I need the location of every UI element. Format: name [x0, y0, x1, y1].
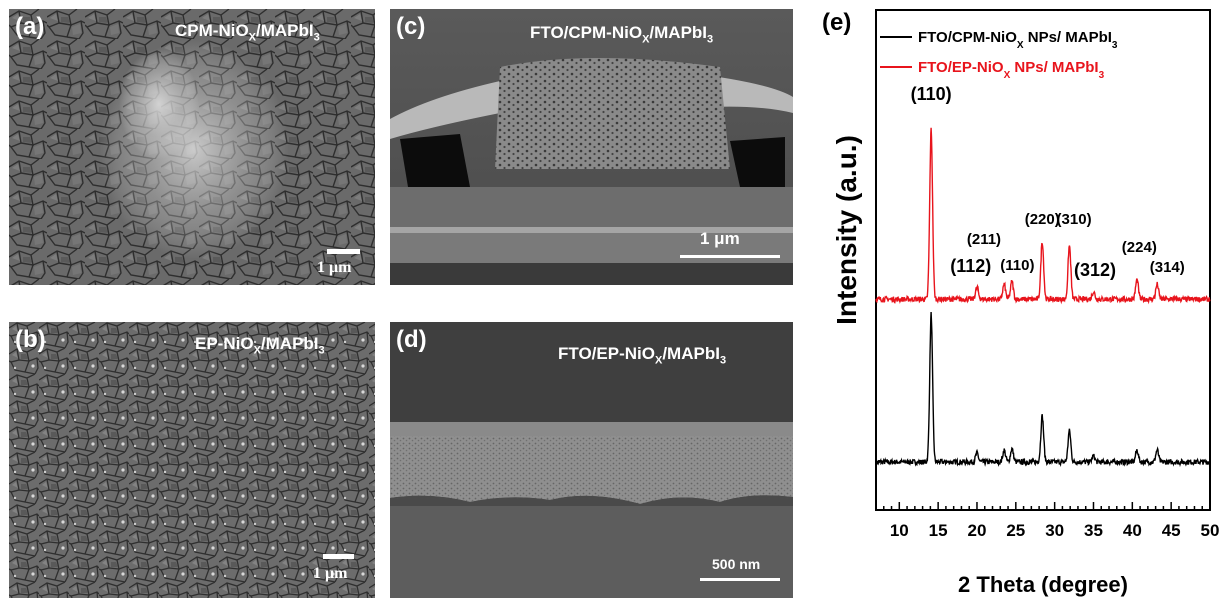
x-axis-label: 2 Theta (degree) — [958, 572, 1128, 597]
scale-label-b: 1 μm — [313, 565, 348, 582]
panel-label-d: (d) — [396, 326, 427, 353]
sem-panel-b: (b) EP-NiOX/MAPbI3 1 μm — [9, 322, 375, 598]
sem-image-c — [390, 9, 793, 285]
legend-label: FTO/EP-NiOX NPs/ MAPbI3 — [918, 59, 1105, 81]
peak-annotation: (224) — [1122, 239, 1157, 256]
peak-annotation: (312) — [1074, 260, 1116, 280]
y-axis-label: Intensity (a.u.) — [831, 135, 862, 325]
series-line-cpm — [875, 311, 1211, 468]
panel-title-b: EP-NiOX/MAPbI3 — [195, 334, 325, 357]
panel-title-c: FTO/CPM-NiOX/MAPbI3 — [530, 23, 714, 46]
sem-image-d — [390, 322, 793, 598]
scale-label-a: 1 μm — [317, 259, 352, 276]
panel-title-d: FTO/EP-NiOX/MAPbI3 — [558, 344, 727, 367]
peak-annotation: (314) — [1150, 259, 1185, 276]
scale-bar-d — [700, 578, 780, 581]
xrd-chart: (e) 10 15 20 25 30 35 40 45 50 2 Theta (degree) Int… — [822, 9, 1220, 597]
panel-label-c: (c) — [396, 13, 426, 40]
x-tick-label: 40 — [1123, 521, 1142, 540]
scale-bar-c — [680, 255, 780, 258]
panel-label-b: (b) — [15, 326, 46, 353]
sem-image-a — [9, 9, 375, 285]
panel-label-e: (e) — [822, 9, 851, 36]
sem-panel-a: (a) CPM-NiOX/MAPbI3 1 μm — [9, 9, 375, 285]
scale-bar-a — [327, 249, 360, 254]
peak-annotation: (310) — [1057, 211, 1092, 228]
x-tick-label: 35 — [1084, 521, 1103, 540]
x-tick-label: 25 — [1006, 521, 1025, 540]
peak-annotation: (110) — [911, 84, 952, 104]
legend-label: FTO/CPM-NiOX NPs/ MAPbI3 — [918, 29, 1118, 51]
scale-label-d: 500 nm — [712, 556, 761, 572]
peak-annotation: (220) — [1025, 211, 1060, 228]
peak-annotation: (112) — [950, 256, 991, 276]
x-tick-label: 15 — [929, 521, 948, 540]
peak-annotation: (110) — [1000, 257, 1034, 274]
series-line-ep — [875, 127, 1211, 305]
peak-annotation: (211) — [967, 231, 1001, 248]
x-tick-label: 10 — [890, 521, 909, 540]
sem-panel-c: (c) FTO/CPM-NiOX/MAPbI3 1 μm — [390, 9, 793, 285]
scale-bar-b — [323, 554, 354, 559]
x-tick-label: 45 — [1162, 521, 1181, 540]
plot-frame — [875, 9, 1211, 511]
x-tick-label: 50 — [1201, 521, 1220, 540]
sem-image-b — [9, 322, 375, 598]
panel-title-a: CPM-NiOX/MAPbI3 — [175, 21, 320, 44]
x-tick-label: 20 — [968, 521, 987, 540]
sem-panel-d: (d) FTO/EP-NiOX/MAPbI3 500 nm — [390, 322, 793, 598]
x-tick-label: 30 — [1045, 521, 1064, 540]
scale-label-c: 1 μm — [700, 229, 740, 248]
panel-label-a: (a) — [15, 13, 45, 40]
